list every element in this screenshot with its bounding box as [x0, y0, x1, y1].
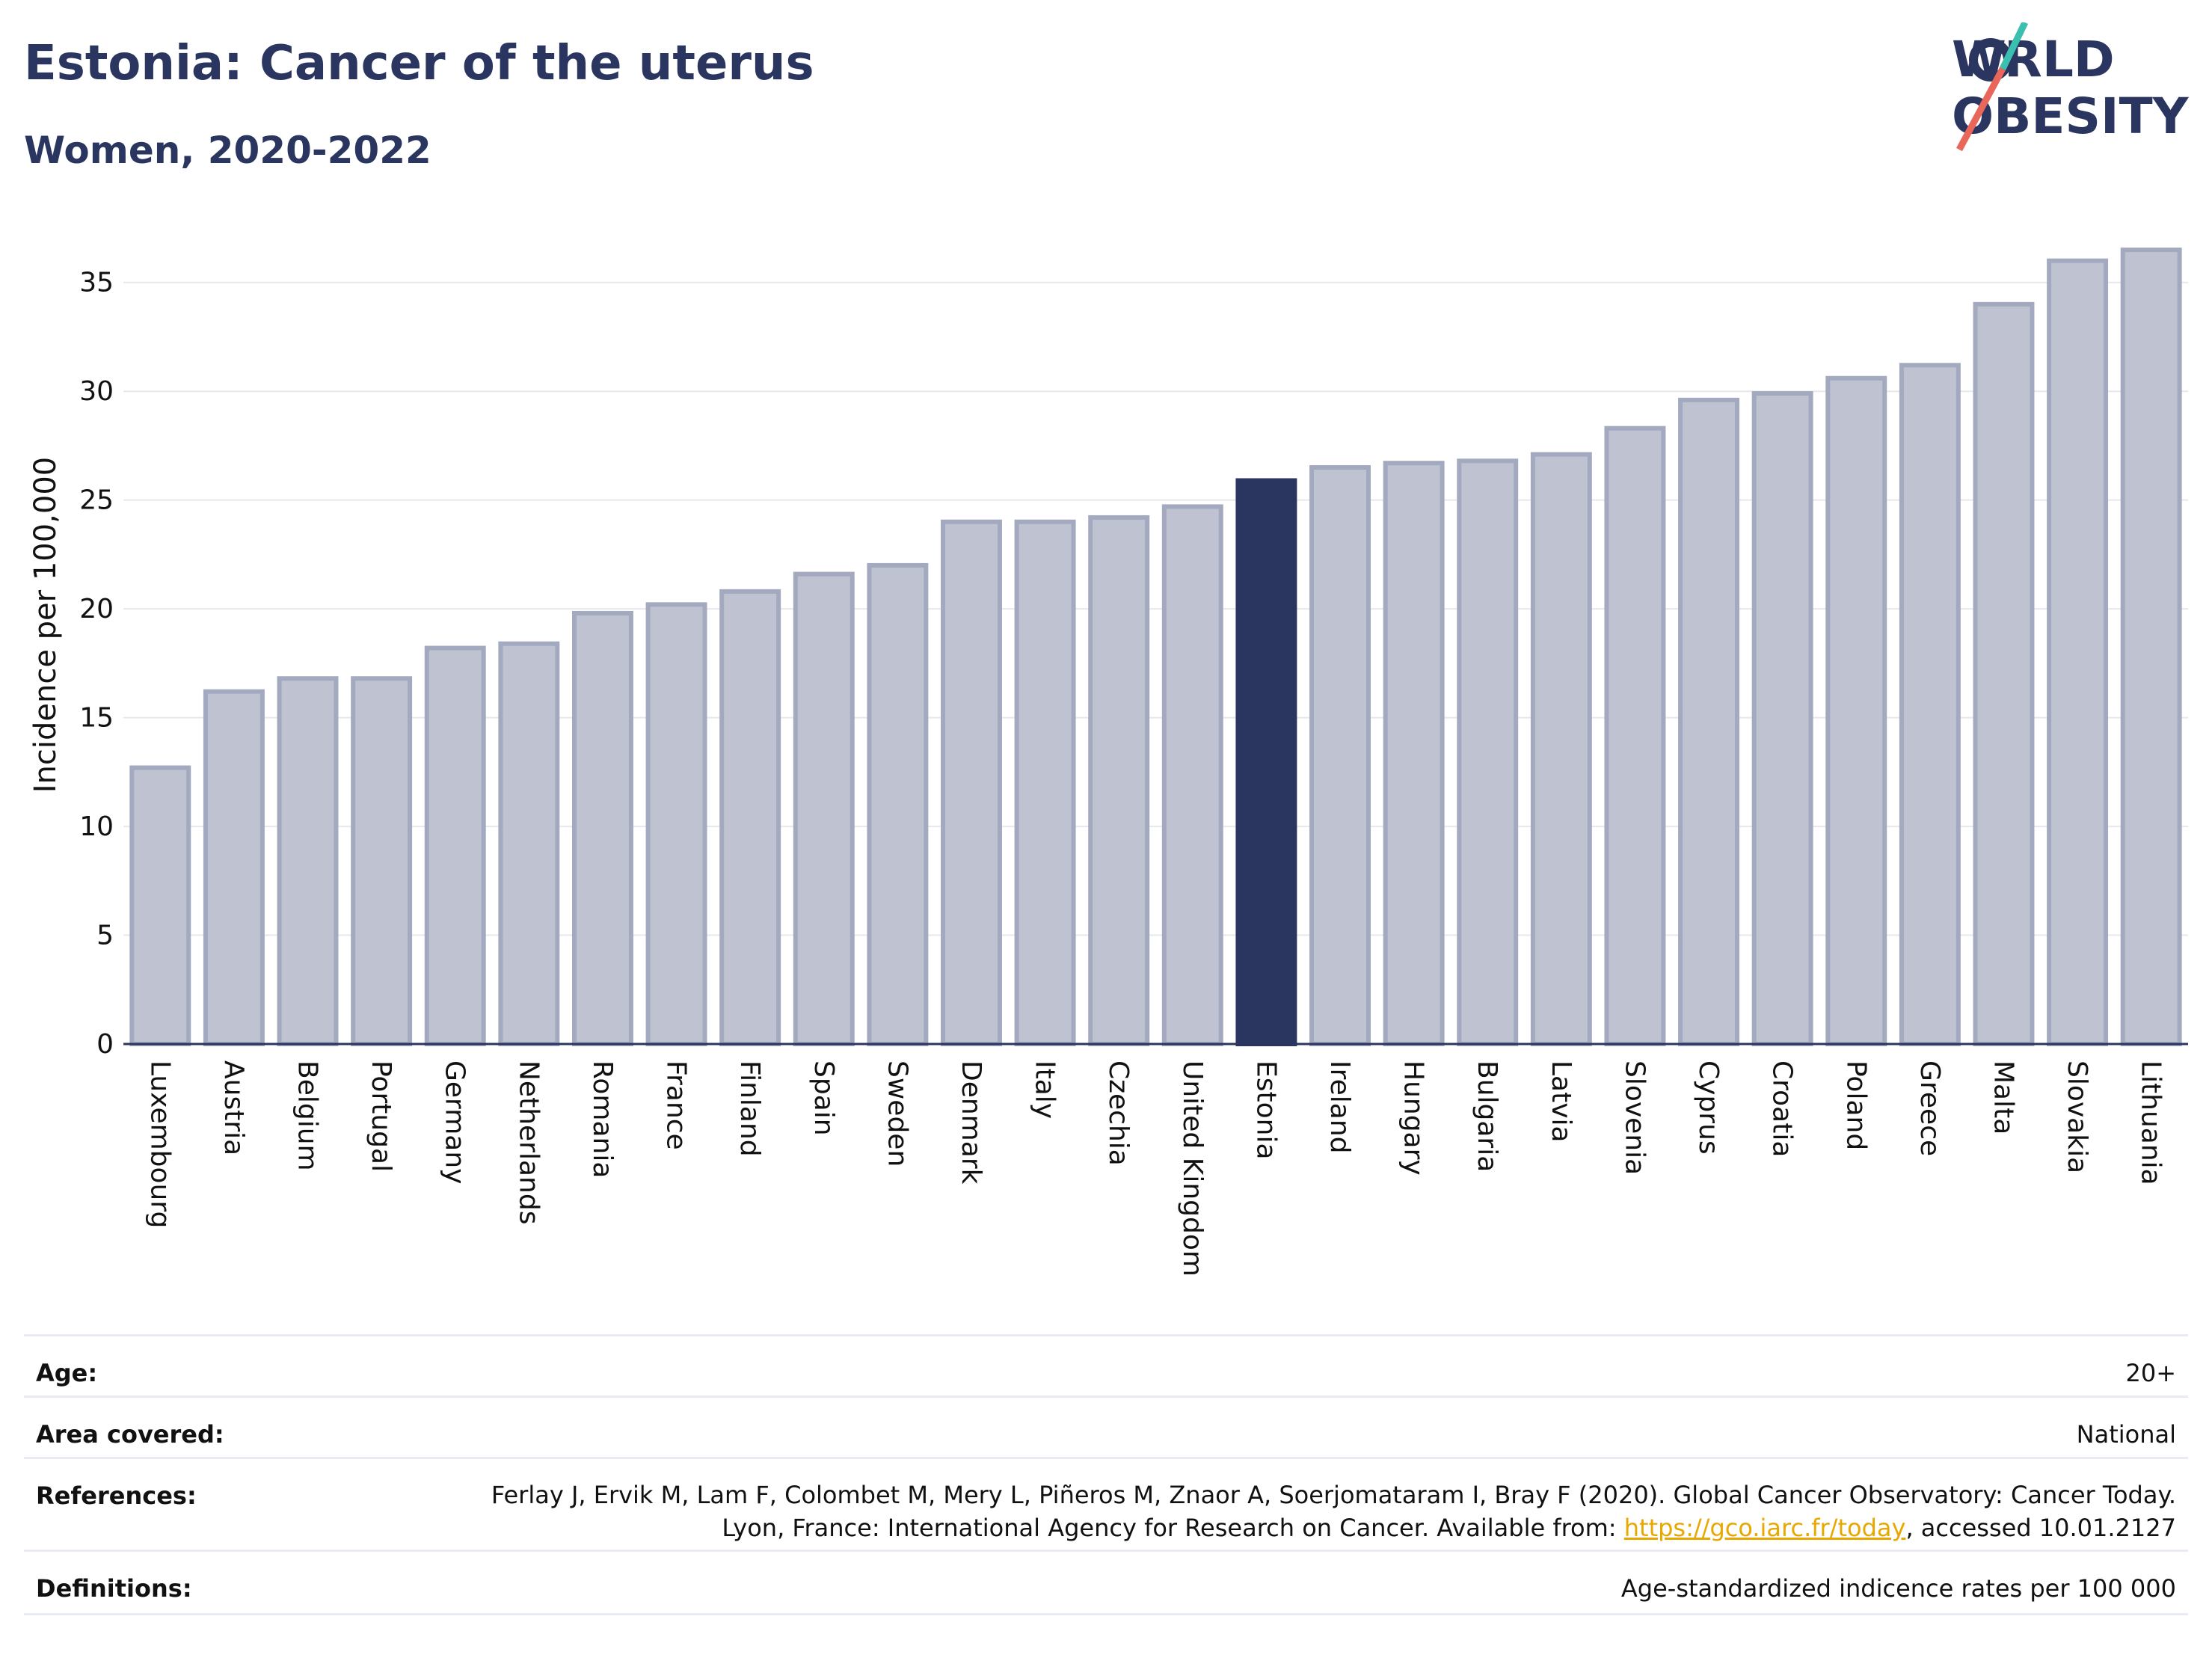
x-tick-label: Bulgaria [1472, 1060, 1502, 1172]
meta-key: Age: [36, 1359, 98, 1387]
reference-accessed: , accessed 10.01.2127 [1905, 1514, 2176, 1542]
x-tick-label: Sweden [882, 1060, 912, 1167]
bar-malta [1973, 301, 2035, 1046]
x-tick-label: Ireland [1324, 1060, 1355, 1154]
bar-germany [424, 645, 486, 1046]
bar-netherlands [498, 641, 560, 1046]
bar-belgium [277, 676, 339, 1046]
bar-estonia [1235, 478, 1297, 1046]
x-tick-label: Denmark [956, 1060, 986, 1185]
meta-row-definitions: Definitions: Age-standardized indicence … [24, 1550, 2188, 1615]
bar-denmark [941, 519, 1002, 1046]
y-tick-label: 35 [79, 268, 114, 298]
x-tick-label: Slovakia [2062, 1060, 2092, 1173]
bar-croatia [1751, 391, 1813, 1046]
meta-value: 20+ [2125, 1359, 2176, 1387]
y-tick-label: 10 [79, 811, 114, 842]
bars [129, 248, 2182, 1046]
bar-spain [793, 571, 855, 1046]
meta-row-age: Age: 20+ [24, 1334, 2188, 1398]
y-tick-label: 15 [79, 703, 114, 734]
bar-slovakia [2047, 258, 2109, 1046]
bar-finland [719, 589, 781, 1046]
meta-row-area: Area covered: National [24, 1395, 2188, 1459]
meta-key: References: [36, 1481, 197, 1510]
page-title: Estonia: Cancer of the uterus [24, 36, 814, 91]
bar-france [645, 602, 707, 1046]
bar-sweden [867, 562, 929, 1046]
meta-value: National [2076, 1420, 2176, 1449]
x-tick-label: Poland [1840, 1060, 1871, 1150]
bar-united-kingdom [1161, 504, 1223, 1046]
x-tick-label: Finland [734, 1060, 765, 1157]
bar-austria [203, 689, 265, 1046]
x-tick-label: Malta [1988, 1060, 2018, 1134]
bar-slovenia [1604, 426, 1666, 1046]
x-tick-label: Latvia [1546, 1060, 1576, 1143]
meta-value: Age-standardized indicence rates per 100… [1620, 1574, 2176, 1603]
bar-czechia [1088, 515, 1150, 1046]
x-tick-label: Estonia [1250, 1060, 1281, 1160]
meta-key: Area covered: [36, 1420, 224, 1449]
x-tick-label: Czechia [1103, 1060, 1134, 1166]
x-tick-label: United Kingdom [1177, 1060, 1208, 1277]
meta-row-references: References: Ferlay J, Ervik M, Lam F, Co… [24, 1457, 2188, 1552]
meta-value: Ferlay J, Ervik M, Lam F, Colombet M, Me… [456, 1479, 2176, 1544]
bar-italy [1014, 519, 1076, 1046]
y-tick-label: 30 [79, 376, 114, 407]
x-tick-label: Slovenia [1619, 1060, 1650, 1175]
svg-text:RLD: RLD [2004, 31, 2115, 88]
x-axis-ticks: Luxembourg Austria Belgium Portugal Germany N… [144, 1060, 2166, 1277]
y-tick-label: 0 [96, 1029, 114, 1060]
x-tick-label: Spain [808, 1060, 839, 1136]
x-tick-label: Germany [440, 1060, 470, 1184]
y-axis-ticks: 0 5 10 15 20 25 30 35 [79, 268, 114, 1060]
reference-link[interactable]: https://gco.iarc.fr/today [1623, 1514, 1906, 1542]
x-tick-label: Croatia [1767, 1060, 1798, 1157]
metadata-table: Age: 20+ Area covered: National Referenc… [24, 1334, 2188, 1618]
page-subtitle: Women, 2020-2022 [24, 129, 431, 172]
bar-ireland [1309, 465, 1371, 1046]
bar-hungary [1383, 461, 1445, 1046]
world-obesity-logo: W RLD OBESITY [1952, 22, 2190, 152]
x-tick-label: Italy [1030, 1060, 1060, 1119]
reference-text: Ferlay J, Ervik M, Lam F, Colombet M, Me… [491, 1481, 2176, 1542]
svg-text:OBESITY: OBESITY [1952, 87, 2190, 145]
bar-chart: 0 5 10 15 20 25 30 35 Luxembourg Austria Belgium P… [28, 248, 2188, 1277]
bar-poland [1825, 375, 1887, 1046]
y-tick-label: 5 [96, 921, 114, 951]
x-tick-label: Belgium [292, 1060, 323, 1171]
x-tick-label: Cyprus [1693, 1060, 1724, 1155]
x-tick-label: Lithuania [2136, 1060, 2166, 1185]
x-tick-label: Luxembourg [144, 1060, 175, 1228]
bar-cyprus [1678, 397, 1740, 1046]
x-tick-label: Netherlands [513, 1060, 544, 1224]
bar-lithuania [2120, 248, 2182, 1046]
x-tick-label: Greece [1914, 1060, 1945, 1156]
y-tick-label: 25 [79, 485, 114, 516]
bar-greece [1899, 363, 1961, 1046]
x-tick-label: Hungary [1398, 1060, 1429, 1176]
meta-key: Definitions: [36, 1574, 192, 1603]
x-tick-label: Austria [218, 1060, 249, 1155]
y-tick-label: 20 [79, 594, 114, 624]
bar-portugal [351, 676, 413, 1046]
x-tick-label: Romania [587, 1060, 618, 1178]
x-tick-label: Portugal [366, 1060, 396, 1172]
x-tick-label: France [661, 1060, 692, 1150]
bar-bulgaria [1457, 458, 1519, 1046]
bar-latvia [1530, 452, 1592, 1046]
y-axis-label: Incidence per 100,000 [28, 457, 63, 793]
bar-luxembourg [129, 765, 191, 1046]
bar-romania [571, 610, 633, 1046]
